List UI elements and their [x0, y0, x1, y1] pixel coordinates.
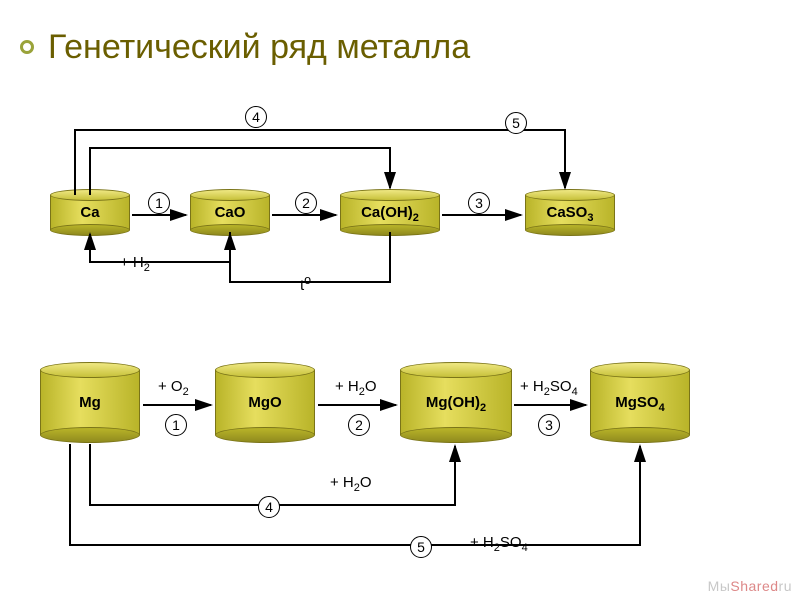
cylinder: Mg [40, 362, 140, 443]
step-number: 1 [165, 414, 187, 436]
cylinder: CaO [190, 189, 270, 236]
step-number: 4 [245, 106, 267, 128]
reaction-annotation: + H2SO4 [520, 378, 578, 398]
cylinder-label: CaO [190, 204, 270, 221]
cylinder: CaSO3 [525, 189, 615, 236]
reaction-annotation: to [300, 273, 311, 294]
title-bullet [20, 40, 34, 54]
reaction-annotation: + H2O [330, 474, 372, 494]
cylinder: MgSO4 [590, 362, 690, 443]
cylinder: MgO [215, 362, 315, 443]
cylinder-label: MgO [215, 394, 315, 411]
cylinder-label: CaSO3 [525, 204, 615, 224]
reaction-annotation: + O2 [158, 378, 189, 398]
step-number: 4 [258, 496, 280, 518]
cylinder: Mg(OH)2 [400, 362, 512, 443]
cylinder-label: Ca(OH)2 [340, 204, 440, 224]
cylinder-label: Mg [40, 394, 140, 411]
cylinder-label: MgSO4 [590, 394, 690, 414]
step-number: 2 [348, 414, 370, 436]
reaction-annotation: + H2 [120, 254, 150, 274]
step-number: 3 [468, 192, 490, 214]
step-number: 2 [295, 192, 317, 214]
step-number: 3 [538, 414, 560, 436]
diagram-arrows [0, 0, 800, 600]
step-number: 5 [410, 536, 432, 558]
cylinder: Ca [50, 189, 130, 236]
cylinder-label: Ca [50, 204, 130, 221]
watermark: МыSharedru [708, 578, 792, 594]
cylinder: Ca(OH)2 [340, 189, 440, 236]
cylinder-label: Mg(OH)2 [400, 394, 512, 414]
reaction-annotation: + H2O [335, 378, 377, 398]
slide-title: Генетический ряд металла [48, 28, 470, 67]
step-number: 1 [148, 192, 170, 214]
reaction-annotation: + H2SO4 [470, 534, 528, 554]
step-number: 5 [505, 112, 527, 134]
